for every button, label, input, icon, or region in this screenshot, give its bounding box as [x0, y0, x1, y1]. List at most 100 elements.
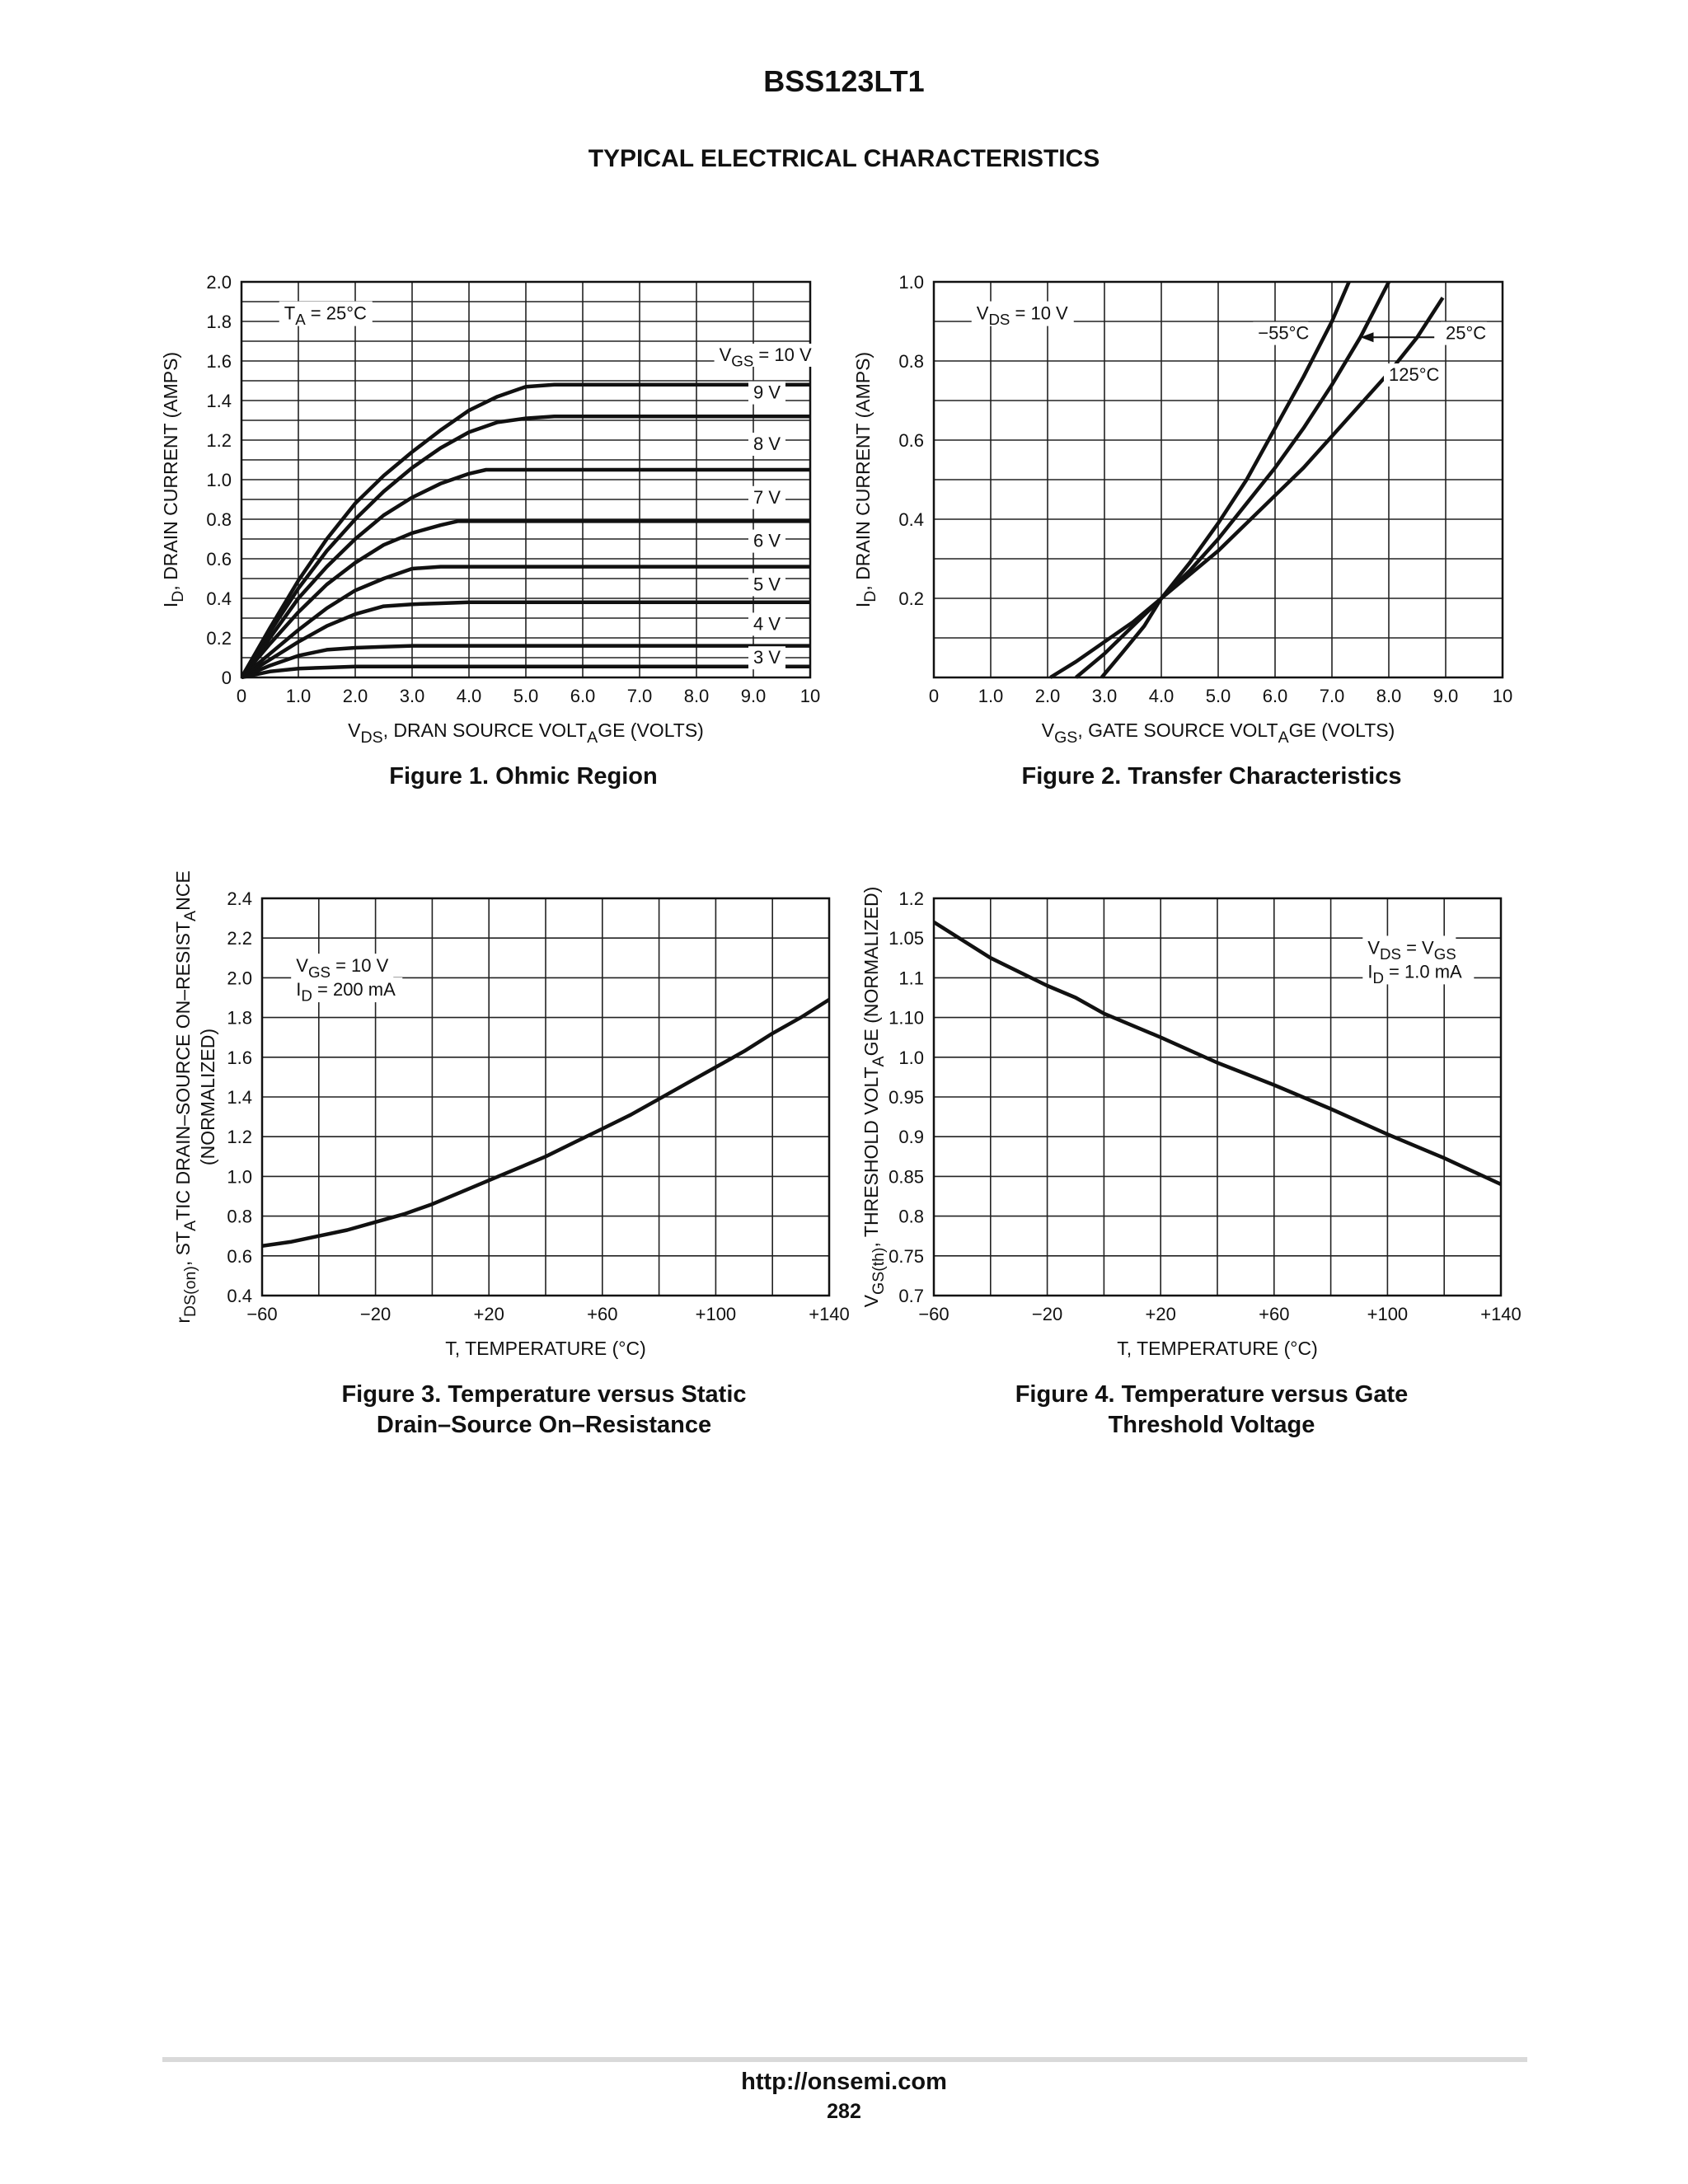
text-span: =	[1401, 937, 1422, 958]
y-tick-label: 0	[222, 668, 232, 688]
y-tick-label: 2.0	[227, 968, 252, 988]
x-tick-label: −20	[360, 1304, 391, 1324]
series-label: 3 V	[753, 647, 781, 668]
x-tick-label: 4.0	[1149, 686, 1175, 706]
text-span: = 10 V	[1010, 303, 1068, 324]
figure-4-svg: −60 −20 +20 +60 +100 +140 0.7 0.75 0.8 0.85 0.9 0.9…	[860, 887, 1522, 1359]
figure-4-chart: −60 −20 +20 +60 +100 +140 0.7 0.75 0.8 0.85 0.9 0.9…	[841, 857, 1533, 1368]
x-tick-label: 4.0	[457, 686, 482, 706]
text-span: V	[1422, 937, 1434, 958]
text-span: r	[172, 1317, 194, 1324]
text-span: GS	[308, 963, 331, 981]
x-axis-label: T, TEMPERATURE (°C)	[1117, 1338, 1317, 1359]
figure-4-caption-line-1: Figure 4. Temperature versus Gate	[1015, 1381, 1409, 1408]
x-tick-label: +100	[696, 1304, 737, 1324]
footer-url: http://onsemi.com	[741, 2069, 947, 2095]
series-line	[934, 920, 1501, 1187]
series-line	[1075, 280, 1391, 679]
figure-3-svg: −60 −20 +20 +60 +100 +140 0.4 0.6 0.8 1.0 1.2 1.4 1.…	[172, 870, 850, 1359]
series-label: 9 V	[753, 382, 781, 403]
x-axis-label: T, TEMPERATURE (°C)	[445, 1338, 645, 1359]
arrowhead	[1360, 332, 1374, 343]
series-line	[1100, 281, 1351, 679]
series-label: 8 V	[753, 434, 781, 454]
series-line	[241, 565, 810, 679]
figure-2-caption-line: Figure 2. Transfer Characteristics	[1021, 763, 1402, 790]
y-tick-label: 0.95	[889, 1087, 924, 1108]
y-tick-label: 1.4	[227, 1087, 252, 1108]
y-tick-label: 0.6	[898, 430, 924, 451]
text-span: V	[977, 303, 989, 324]
series-label-background	[1441, 321, 1487, 345]
text-span: 6 V	[753, 531, 781, 551]
x-tick-label: 8.0	[1376, 686, 1402, 706]
text-span: 9 V	[753, 382, 781, 403]
x-tick-label: 5.0	[513, 686, 539, 706]
x-tick-label: 0	[929, 686, 939, 706]
x-tick-label: 0	[237, 686, 246, 706]
x-tick-label: 10	[1493, 686, 1512, 706]
y-tick-label: 0.4	[227, 1286, 252, 1306]
chart-annotation: TA​ = 25°C	[284, 303, 367, 329]
x-tick-label: 1.0	[286, 686, 312, 706]
y-tick-label: 0.8	[898, 1207, 924, 1227]
y-tick-label: 0.8	[227, 1207, 252, 1227]
plot-frame	[932, 280, 1504, 679]
y-tick-label: 1.2	[206, 430, 232, 451]
y-tick-label: 2.2	[227, 928, 252, 949]
y-tick-label: 0.4	[206, 588, 232, 609]
y-tick-label: 0.8	[898, 351, 924, 372]
text-span: GE (VOLTS)	[1289, 719, 1395, 741]
x-tick-label: +60	[1259, 1304, 1289, 1324]
text-span: D	[1372, 969, 1384, 987]
plot-frame	[932, 897, 1503, 1297]
figure-3-caption-line-1: Figure 3. Temperature versus Static	[341, 1381, 747, 1408]
text-span: , GATE SOURCE VOL	[1077, 719, 1268, 741]
text-span: 5 V	[753, 574, 781, 594]
series-label-background	[748, 646, 785, 670]
y-tick-label: 1.05	[889, 928, 924, 949]
x-tick-label: 6.0	[570, 686, 596, 706]
x-tick-label: 7.0	[1320, 686, 1345, 706]
y-tick-label: 0.7	[898, 1286, 924, 1306]
series-label: 25°C	[1446, 323, 1486, 344]
text-span: GS	[1434, 945, 1456, 963]
footer-divider	[162, 2057, 1527, 2062]
y-tick-label: 0.6	[227, 1246, 252, 1267]
y-axis-label: (NORMALIZED)	[197, 1029, 218, 1165]
text-span: A	[587, 729, 598, 747]
text-span: D	[169, 591, 187, 602]
y-tick-label: 1.0	[206, 470, 232, 490]
y-axis-label: VGS(th)​, THRESHOLD VOLTA​GE (NORMALIZED…	[860, 887, 888, 1308]
annotation-background	[291, 954, 394, 979]
text-span: T	[1267, 719, 1278, 741]
x-tick-label: 3.0	[400, 686, 425, 706]
text-span: GE (VOLTS)	[598, 719, 704, 741]
text-span: = 10 V	[753, 344, 812, 365]
text-span: , DRAIN CURRENT (AMPS)	[852, 352, 874, 591]
x-tick-label: 3.0	[1092, 686, 1118, 706]
text-span: T	[860, 1066, 882, 1078]
y-tick-label: 0.4	[898, 509, 924, 530]
y-tick-label: 0.75	[889, 1246, 924, 1267]
y-tick-label: 1.1	[898, 968, 924, 988]
y-tick-label: 0.2	[206, 628, 232, 649]
text-span: I	[160, 602, 181, 607]
series-line	[262, 997, 829, 1249]
series-label: −55°C	[1258, 323, 1309, 344]
y-tick-label: 1.4	[206, 391, 232, 411]
series-label-background	[748, 612, 785, 636]
x-tick-label: 5.0	[1206, 686, 1231, 706]
y-tick-label: 1.10	[889, 1008, 924, 1029]
text-span: V	[296, 955, 308, 976]
text-span: = 1.0 mA	[1384, 961, 1462, 982]
series-label: VGS​ = 10 V	[720, 344, 812, 370]
y-tick-label: 1.0	[898, 1047, 924, 1068]
x-tick-label: +20	[474, 1304, 504, 1324]
chart-annotation: ID​ = 1.0 mA	[1367, 961, 1462, 987]
y-axis-label: rDS(on)​, STA​TIC DRAIN–SOURCE ON–RESIST…	[172, 870, 199, 1323]
document-title: BSS123LT1	[763, 64, 925, 98]
x-tick-label: 7.0	[627, 686, 653, 706]
x-tick-label: 9.0	[1433, 686, 1459, 706]
series-label-background	[1253, 321, 1309, 345]
